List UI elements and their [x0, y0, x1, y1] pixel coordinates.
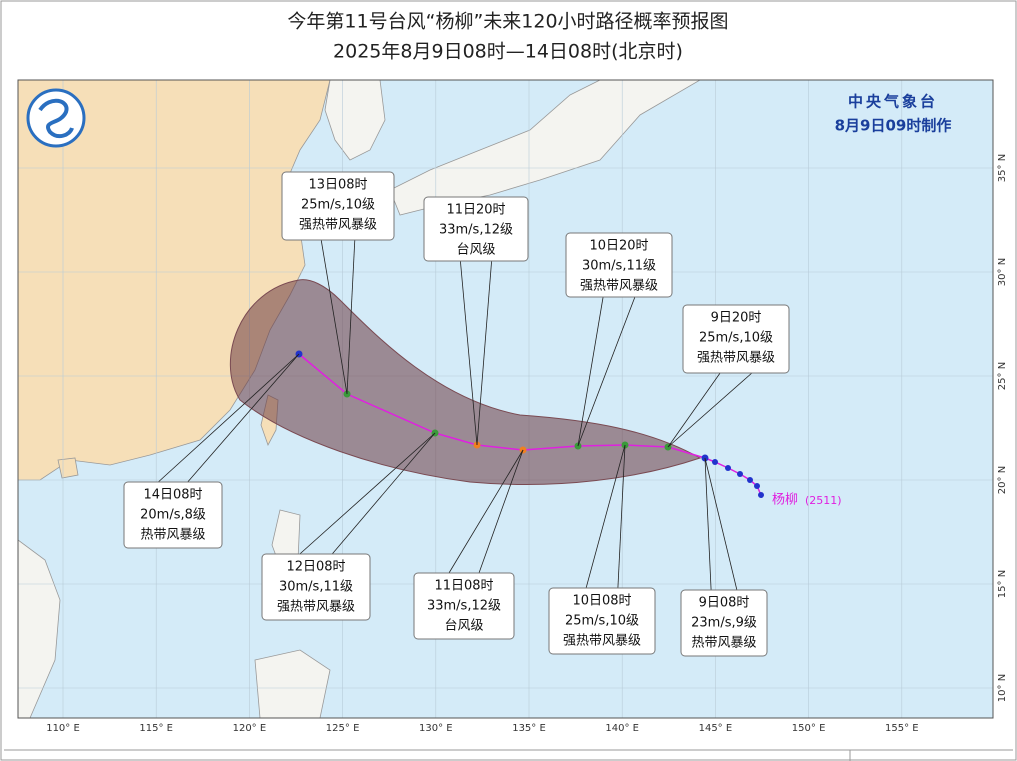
track-point [747, 477, 753, 483]
callout-line: 强热带风暴级 [580, 279, 658, 294]
callout-box [565, 232, 673, 298]
lon-label: 115° E [139, 723, 173, 734]
callout-line: 12日08时 [286, 560, 345, 575]
storm-name: 杨柳 [772, 493, 798, 508]
callout-line: 台风级 [444, 619, 483, 634]
callout-box [413, 572, 515, 640]
callout-line: 强热带风暴级 [277, 600, 355, 615]
axis-labels: 110° E 115° E 120° E 125° E 130° E 135° E 140°… [46, 154, 1008, 734]
subtitle: 2025年8月9日08时—14日08时(北京时) [333, 41, 683, 63]
leader-line [299, 432, 436, 555]
callout-line: 9日08时 [699, 596, 750, 611]
track-point [712, 459, 718, 465]
callout-box [423, 196, 529, 262]
callout-line: 25m/s,10级 [301, 198, 375, 213]
callout-line: 10日08时 [572, 594, 631, 609]
callout-line: 20m/s,8级 [140, 508, 206, 523]
callout-box [123, 481, 223, 549]
callout-line: 30m/s,11级 [582, 259, 656, 274]
track-point [754, 483, 760, 489]
callout-line: 33m/s,12级 [427, 599, 501, 614]
leader-line [331, 432, 436, 555]
callout-line: 热带风暴级 [140, 528, 205, 543]
leader-line [577, 296, 636, 447]
callout-line: 13日08时 [308, 178, 367, 193]
callout-line: 11日08时 [434, 579, 493, 594]
callout-box [281, 171, 395, 241]
callout-line: 强热带风暴级 [299, 218, 377, 233]
lon-label: 110° E [46, 723, 80, 734]
leader-line [704, 457, 738, 591]
callout-line: 11日20时 [446, 203, 505, 218]
leader-line [478, 449, 524, 574]
land-korea [324, 80, 386, 161]
lat-label: 20° N [997, 466, 1008, 494]
land-hainan [57, 457, 79, 479]
callout-box [261, 553, 371, 621]
lon-label: 135° E [512, 723, 546, 734]
track-point [737, 471, 743, 477]
callout-box [682, 304, 790, 374]
callout-line: 14日08时 [143, 488, 202, 503]
land-mindanao [254, 649, 331, 718]
leader-line [617, 444, 626, 589]
map-border [17, 79, 994, 719]
agency: 中央气象台 [848, 93, 938, 111]
callout-line: 25m/s,10级 [699, 331, 773, 346]
title: 今年第11号台风“杨柳”未来120小时路径概率预报图 [287, 11, 728, 33]
lat-label: 30° N [997, 258, 1008, 286]
callout-box [548, 587, 656, 655]
callout-box [680, 589, 768, 657]
callout-line: 33m/s,12级 [439, 223, 513, 238]
callout-line: 25m/s,10级 [565, 614, 639, 629]
track-point [725, 465, 731, 471]
leader-line [667, 372, 753, 448]
track-point [758, 492, 764, 498]
callout-line: 23m/s,9级 [691, 616, 757, 631]
leader-line [585, 444, 626, 589]
callout-line: 10日20时 [589, 239, 648, 254]
lat-label: 35° N [997, 154, 1008, 182]
callout-line: 30m/s,11级 [279, 580, 353, 595]
lon-label: 155° E [885, 723, 919, 734]
issue-time: 8月9日09时制作 [835, 117, 952, 135]
callout-line: 强热带风暴级 [563, 634, 641, 649]
storm-id: (2511) [805, 494, 842, 507]
leader-line [704, 457, 712, 591]
leader-line [320, 239, 348, 395]
leader-line [448, 449, 524, 574]
leader-line [346, 239, 356, 395]
leader-line [460, 260, 478, 446]
leader-line [187, 353, 300, 483]
leader-line [476, 260, 492, 446]
lon-label: 140° E [605, 723, 639, 734]
callout-line: 热带风暴级 [691, 636, 756, 651]
lat-label: 10° N [997, 674, 1008, 702]
callout-line: 强热带风暴级 [697, 351, 775, 366]
lon-label: 145° E [699, 723, 733, 734]
leader-line [158, 353, 300, 483]
callout-line: 9日20时 [711, 311, 762, 326]
lon-label: 125° E [326, 723, 360, 734]
lon-label: 150° E [792, 723, 826, 734]
land-vietnam [18, 539, 61, 718]
lon-label: 120° E [233, 723, 267, 734]
lon-label: 130° E [419, 723, 453, 734]
leader-line [667, 372, 721, 448]
logo-mark [38, 98, 74, 139]
lat-label: 25° N [997, 362, 1008, 390]
lat-label: 15° N [997, 570, 1008, 598]
callout-line: 台风级 [456, 243, 495, 258]
leader-line [577, 296, 604, 447]
